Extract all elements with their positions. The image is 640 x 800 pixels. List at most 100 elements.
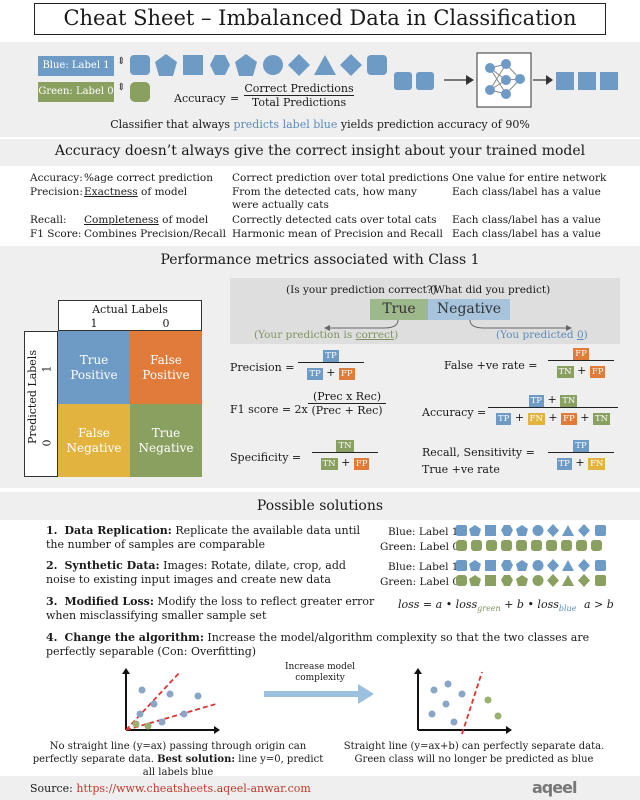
tn-chip: TN	[560, 395, 578, 407]
specificity-label: Specificity =	[230, 451, 302, 464]
sample-circle-icon	[263, 55, 283, 75]
sample-square-icon	[556, 72, 574, 90]
metrics-heading-band	[0, 139, 640, 166]
you-predicted-note: (You predicted 0)	[496, 329, 588, 341]
fp-chip: FP	[573, 348, 589, 360]
left-plot-caption: No straight line (y=ax) passing through …	[32, 741, 324, 778]
logo-icon: aqeel	[532, 778, 577, 797]
solutions-heading: Possible solutions	[256, 498, 384, 514]
tp-chip: TP	[528, 395, 545, 407]
metrics-heading: Accuracy doesn’t always give the correct…	[54, 143, 586, 159]
sample-pentagon-icon	[235, 54, 257, 76]
perf-heading-band	[0, 246, 640, 273]
sample-square-icon	[416, 72, 434, 90]
legend-arrows-icon	[324, 319, 572, 331]
footer-band	[0, 776, 640, 800]
sample-diamond-icon	[288, 54, 310, 76]
scatter-left	[122, 668, 220, 734]
tpr-label: True +ve rate	[422, 463, 500, 476]
solution-4: 4. Change the algorithm: Increase the mo…	[46, 631, 590, 658]
arrow-into-network-icon	[444, 75, 474, 85]
sample-square-icon	[367, 55, 387, 75]
sample-square-icon	[394, 72, 412, 90]
tn-chip: TN	[556, 366, 574, 378]
accuracy-denominator: Total Predictions	[244, 95, 354, 109]
f1-label: F1 score = 2x	[230, 403, 308, 416]
scatter-right	[414, 668, 512, 735]
solution-2: 2. Synthetic Data: Images: Rotate, dilat…	[46, 559, 346, 586]
cell-false-negative: False Negative	[58, 404, 130, 477]
actual-labels-header	[58, 300, 202, 331]
left-output-samples	[394, 72, 434, 90]
blue-label-box: Blue: Label 1	[38, 56, 114, 76]
specificity-fraction: TN TN + FP	[312, 438, 378, 470]
actual-labels-text: Actual Labels	[92, 303, 168, 316]
perf-heading: Performance metrics associated with Clas…	[160, 252, 480, 268]
accuracy-fraction: Correct Predictions Total Predictions	[244, 82, 354, 109]
fn-chip: FN	[588, 458, 606, 470]
cell-true-negative: True Negative	[130, 404, 202, 477]
actual-zero: 0	[162, 317, 170, 330]
rep-blue-label: Blue: Label 1	[388, 526, 459, 538]
solution-1: 1. Data Replication: Replicate the avail…	[46, 524, 361, 551]
true-box: True	[370, 299, 428, 320]
fn-chip: FN	[527, 413, 545, 425]
footer-source: Source: https://www.cheatsheets.aqeel-an…	[30, 782, 311, 795]
caption-highlight: predicts label blue	[233, 118, 338, 131]
tp-chip: TP	[323, 350, 339, 362]
predicted-zero: 0	[40, 439, 54, 447]
tp-chip: TP	[573, 440, 589, 452]
replication-samples	[456, 524, 606, 587]
green-sample	[130, 82, 150, 102]
sample-square-icon	[578, 72, 596, 90]
sample-square-icon	[130, 55, 150, 75]
predicted-labels-text: Predicted Labels	[26, 350, 39, 444]
question-predict: (What did you predict)	[430, 284, 551, 296]
right-plot-caption: Straight line (y=ax+b) can perfectly sep…	[343, 741, 605, 765]
cell-false-positive: False Positive	[130, 331, 202, 404]
fpr-label: False +ve rate =	[444, 359, 538, 372]
recall-label: Recall, Sensitivity =	[422, 446, 535, 459]
solutions-heading-band	[0, 492, 640, 520]
source-link[interactable]: https://www.cheatsheets.aqeel-anwar.com	[76, 782, 311, 795]
loss-formula: loss = a • lossgreen + b • lossblue	[398, 598, 577, 614]
arrow-icon: ⇕	[117, 82, 126, 93]
sample-triangle-icon	[314, 55, 336, 75]
increase-complexity-label: Increase model complexity	[284, 662, 356, 683]
precision-fraction: TP TP + FP	[298, 348, 364, 380]
f1-fraction: (Prec x Rec) (Prec + Rec)	[308, 390, 386, 417]
syn-green-label: Green: Label 0	[380, 576, 460, 588]
accuracy-formula-fraction: TP + TN TP + FN + FP + TN	[488, 393, 618, 425]
fp-chip: FP	[589, 366, 606, 378]
sample-square-icon	[130, 82, 150, 102]
page-title: Cheat Sheet – Imbalanced Data in Classif…	[34, 3, 606, 35]
tn-chip: TN	[336, 440, 354, 452]
accuracy-word: Accuracy	[174, 92, 226, 105]
fp-chip: FP	[338, 368, 355, 380]
accuracy-numerator: Correct Predictions	[244, 82, 354, 95]
sample-diamond-icon	[340, 54, 362, 76]
solution-3: 3. Modified Loss: Modify the loss to ref…	[46, 595, 375, 622]
precision-label: Precision =	[230, 361, 295, 374]
arrow-out-network-icon	[533, 75, 553, 85]
recall-fraction: TP TP + FN	[548, 438, 614, 470]
predicted-one: 1	[40, 365, 54, 373]
fpr-fraction: FP TN + FP	[548, 346, 614, 378]
network-icon	[476, 52, 532, 108]
syn-blue-label: Blue: Label 1	[388, 561, 459, 573]
right-output-samples	[556, 72, 618, 90]
green-label-box: Green: Label 0	[38, 82, 114, 102]
predicted-labels-header	[24, 331, 58, 477]
arrow-icon: ⇕	[117, 56, 126, 67]
intro-caption: Classifier that always predicts label bl…	[110, 118, 530, 131]
fp-chip: FP	[353, 458, 370, 470]
loss-condition: a > b	[584, 598, 614, 611]
sample-square-icon	[600, 72, 618, 90]
sample-pentagon-icon	[155, 54, 177, 76]
tp-chip: TP	[307, 368, 323, 380]
cell-true-positive: True Positive	[58, 331, 130, 404]
question-correct: (Is your prediction correct?)	[286, 284, 437, 296]
tn-chip: TN	[320, 458, 338, 470]
equals-sign: =	[230, 92, 240, 105]
accuracy-label: Accuracy =	[422, 406, 487, 419]
